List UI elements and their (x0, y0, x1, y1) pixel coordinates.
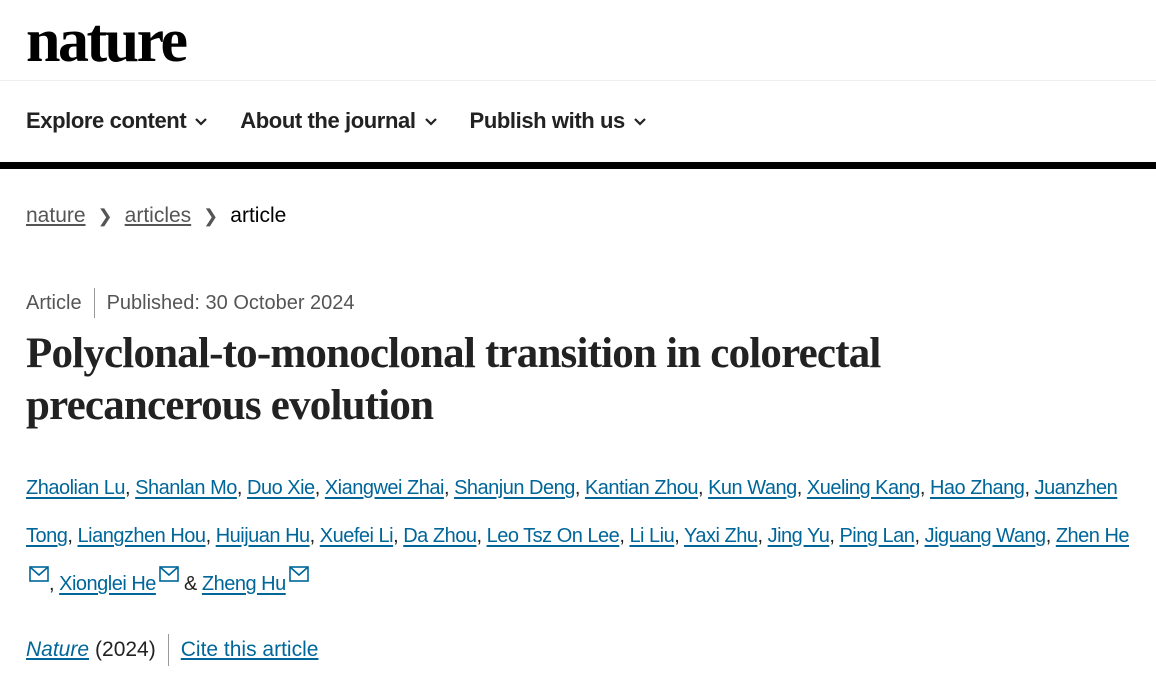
cite-this-article-link[interactable]: Cite this article (180, 638, 319, 661)
nav-label: About the journal (240, 108, 416, 133)
chevron-right-icon: ❯ (97, 205, 113, 226)
breadcrumb-current: article (230, 204, 287, 227)
author-link[interactable]: Li Liu (629, 525, 675, 547)
author-link[interactable]: Xionglei He (59, 573, 156, 595)
article-meta: Article Published: 30 October 2024 (26, 288, 355, 318)
author-link[interactable]: Liangzhen Hou (77, 525, 207, 547)
nav-publish-with-us[interactable]: Publish with us (470, 108, 647, 134)
author-link[interactable]: Shanjun Deng (454, 477, 575, 499)
breadcrumb-articles[interactable]: articles (124, 204, 192, 227)
author-link[interactable]: Leo Tsz On Lee (486, 525, 620, 547)
author-link[interactable]: Kantian Zhou (584, 477, 698, 499)
email-icon[interactable] (159, 566, 179, 582)
divider (93, 288, 95, 318)
publication-year: (2024) (95, 638, 156, 661)
nav-label: Explore content (26, 108, 187, 133)
article-title: Polyclonal-to-monoclonal transition in c… (26, 330, 881, 429)
breadcrumb-nature[interactable]: nature (26, 204, 86, 227)
article-type: Article (26, 291, 82, 314)
author-link[interactable]: Huijuan Hu (215, 525, 310, 547)
nav-explore-content[interactable]: Explore content (26, 108, 208, 134)
author-link[interactable]: Shanlan Mo (135, 477, 237, 499)
main-nav: Explore content About the journal Publis… (26, 108, 647, 134)
author-link[interactable]: Zhen He (1055, 525, 1130, 547)
nav-label: Publish with us (469, 108, 626, 133)
nav-about-the-journal[interactable]: About the journal (240, 108, 437, 134)
author-link[interactable]: Xuefei Li (319, 525, 394, 547)
author-link[interactable]: Duo Xie (247, 477, 315, 499)
email-icon[interactable] (288, 566, 309, 582)
author-link[interactable]: Zhaolian Lu (26, 477, 126, 499)
divider (0, 80, 1156, 81)
author-link[interactable]: Xiangwei Zhai (324, 477, 445, 499)
email-icon[interactable] (29, 566, 49, 582)
chevron-down-icon (195, 118, 208, 126)
author-link[interactable]: Hao Zhang (929, 477, 1025, 499)
author-link[interactable]: Jing Yu (767, 525, 830, 547)
chevron-down-icon (634, 118, 646, 126)
header-bar (0, 162, 1156, 169)
author-link[interactable]: Jiguang Wang (924, 525, 1047, 547)
author-link[interactable]: Zheng Hu (201, 573, 286, 595)
citation-line: Nature (2024) Cite this article (26, 634, 318, 666)
chevron-right-icon: ❯ (203, 205, 219, 226)
author-link[interactable]: Kun Wang (708, 477, 797, 499)
divider (167, 634, 169, 666)
published-date: Published: 30 October 2024 (106, 291, 355, 314)
chevron-down-icon (424, 118, 437, 126)
journal-link[interactable]: Nature (26, 638, 90, 661)
author-link[interactable]: Ping Lan (839, 525, 915, 547)
author-link[interactable]: Juanzhen Tong (26, 477, 1118, 547)
breadcrumb: nature ❯ articles ❯ article (26, 204, 286, 228)
author-link[interactable]: Xueling Kang (806, 477, 920, 499)
author-link[interactable]: Yaxi Zhu (684, 525, 758, 547)
author-list: Zhaolian Lu, Shanlan Mo, Duo Xie, Xiangw… (26, 477, 1130, 595)
nature-logo[interactable]: nature (26, 7, 188, 75)
author-link[interactable]: Da Zhou (403, 525, 477, 547)
